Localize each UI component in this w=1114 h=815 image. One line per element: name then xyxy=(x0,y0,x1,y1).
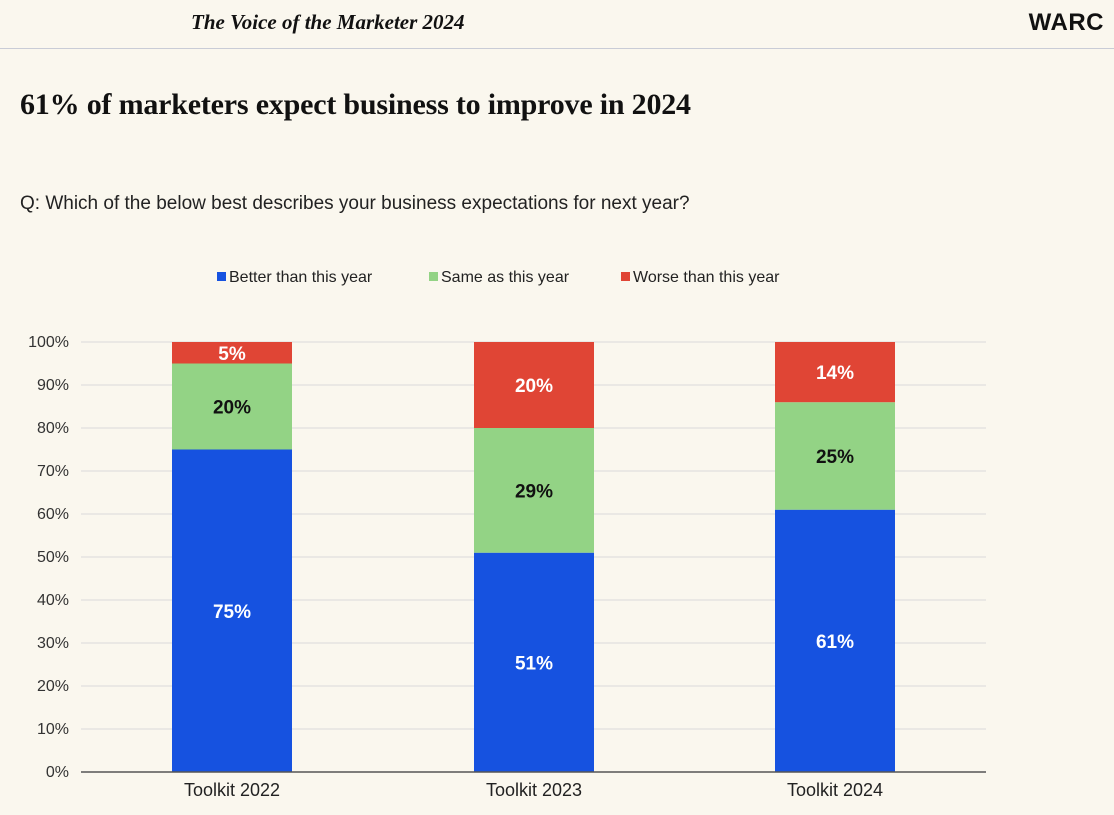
bar-segment-same-as-this-year xyxy=(172,363,292,450)
page-title: 61% of marketers expect business to impr… xyxy=(20,88,691,121)
bar-segment-better-than-this-year xyxy=(775,509,895,772)
y-tick-label: 60% xyxy=(37,506,69,523)
data-label: 14% xyxy=(816,363,854,384)
data-label: 5% xyxy=(218,344,246,365)
bar-segment-worse-than-this-year xyxy=(474,342,594,428)
bar-segment-same-as-this-year xyxy=(474,428,594,553)
y-tick-label: 80% xyxy=(37,420,69,437)
legend-label: Worse than this year xyxy=(633,269,780,286)
data-label: 20% xyxy=(515,376,553,397)
bar-segment-worse-than-this-year xyxy=(775,342,895,403)
bar-segment-better-than-this-year xyxy=(172,449,292,772)
x-tick-label: Toolkit 2023 xyxy=(486,780,582,800)
data-label: 51% xyxy=(515,653,553,674)
y-tick-label: 50% xyxy=(37,549,69,566)
legend-swatch xyxy=(621,272,630,281)
y-tick-label: 40% xyxy=(37,592,69,609)
y-tick-label: 0% xyxy=(46,764,69,781)
y-tick-label: 90% xyxy=(37,377,69,394)
data-label: 29% xyxy=(515,481,553,502)
y-tick-label: 20% xyxy=(37,678,69,695)
bar-segment-worse-than-this-year xyxy=(172,342,292,364)
x-tick-label: Toolkit 2022 xyxy=(184,780,280,800)
legend-label: Better than this year xyxy=(229,269,373,286)
data-label: 20% xyxy=(213,398,251,419)
warc-logo: WARC xyxy=(1028,9,1104,36)
data-label: 61% xyxy=(816,632,854,653)
y-tick-label: 10% xyxy=(37,721,69,738)
y-tick-label: 100% xyxy=(28,334,69,351)
report-header: The Voice of the Marketer 2024 WARC xyxy=(0,0,1114,49)
survey-question: Q: Which of the below best describes you… xyxy=(20,193,690,214)
legend-swatch xyxy=(217,272,226,281)
y-tick-label: 70% xyxy=(37,463,69,480)
data-label: 75% xyxy=(213,602,251,623)
bar-segment-better-than-this-year xyxy=(474,552,594,772)
report-title: The Voice of the Marketer 2024 xyxy=(191,10,465,34)
y-tick-label: 30% xyxy=(37,635,69,652)
legend-swatch xyxy=(429,272,438,281)
x-tick-label: Toolkit 2024 xyxy=(787,780,883,800)
bar-segment-same-as-this-year xyxy=(775,402,895,510)
data-label: 25% xyxy=(816,447,854,468)
legend-label: Same as this year xyxy=(441,269,570,286)
